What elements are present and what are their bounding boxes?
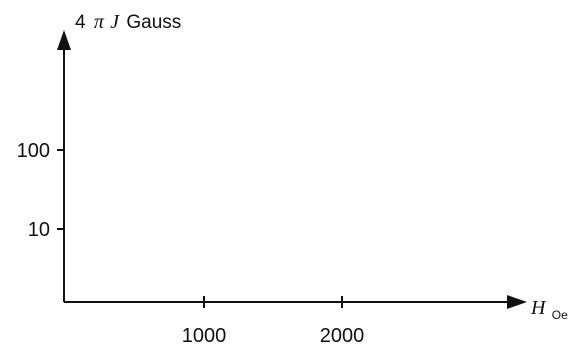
x-axis-subscript: Oe	[552, 308, 568, 322]
x-tick-label-2000: 2000	[320, 325, 365, 347]
x-ticks: 1000 2000	[182, 296, 365, 347]
y-axis-unit: Gauss	[126, 12, 181, 33]
y-axis-prefix: 4	[75, 12, 86, 33]
x-axis-arrowhead	[507, 295, 527, 309]
y-axis-arrowhead	[57, 30, 71, 50]
y-axis	[57, 30, 71, 302]
y-tick-label-100: 100	[17, 140, 50, 162]
y-axis-pi: π	[94, 11, 105, 33]
y-tick-label-10: 10	[28, 219, 50, 241]
x-tick-label-1000: 1000	[182, 325, 227, 347]
x-axis	[64, 295, 527, 309]
y-axis-symbol: J	[110, 11, 120, 33]
x-axis-title: H Oe	[530, 297, 568, 322]
y-ticks: 10 100	[17, 140, 65, 241]
x-axis-main: H	[530, 297, 547, 319]
y-axis-title: 4 π J Gauss	[75, 11, 181, 33]
